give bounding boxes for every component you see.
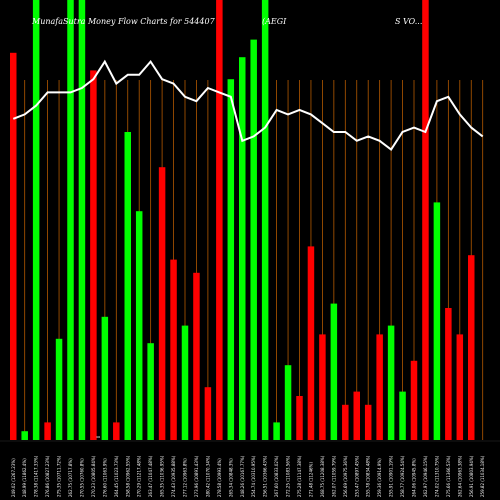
bar (307, 246, 315, 440)
bar (319, 334, 326, 440)
bar (193, 272, 200, 440)
x-tick-label: 262.75 (10717.8%) (68, 458, 73, 497)
x-tick-label: 278.38 (11417.33%) (34, 455, 39, 497)
x-tick-label: 262.07 (11059.79%) (331, 455, 336, 497)
bar (364, 404, 372, 440)
x-tick-label: 264.45 (11023.73%) (114, 455, 119, 497)
x-tick-label: 276.86 (10827.23%) (45, 455, 50, 497)
chart-title-main: MunafaSutra Money Flow Charts for 544407 (31, 17, 216, 26)
x-tick-label: 274.43 (10935.88%) (171, 455, 176, 497)
x-tick-label: 253.47 (10897.45%) (354, 455, 359, 497)
x-tick-label: 265.34 (10848.3%) (228, 458, 233, 497)
x-tick-label: 274.02 (11310.75%) (434, 455, 439, 497)
bar (387, 325, 395, 440)
bar (468, 255, 475, 440)
bar (21, 431, 28, 440)
bar (170, 259, 177, 440)
x-tick-label: 270.29 (11217.48%) (137, 455, 142, 497)
x-tick-label: 248.99 (11862.4%) (22, 458, 27, 497)
x-tick-label: 249.02 (1267.23%) (11, 458, 16, 497)
bar (261, 0, 269, 440)
bar (101, 316, 109, 440)
x-tick-label: 264.06 (10945.8%) (412, 458, 417, 497)
bar (32, 0, 40, 440)
x-tick-label: 255.78 (10834.48%) (366, 455, 371, 497)
x-tick-label: 280.42 (11070.34%) (205, 455, 210, 497)
bar (296, 396, 303, 440)
x-tick-label: 256.51 (10366.43%) (263, 455, 268, 497)
bar (376, 334, 383, 440)
x-tick-label: 255.91 (10901.19%) (389, 455, 394, 497)
bar (433, 202, 441, 440)
bar (342, 404, 349, 440)
x-tick-label: 254.74 (10310.95%) (251, 455, 256, 497)
bar (239, 57, 246, 440)
x-tick-label: 270.55 (10760.8%) (79, 458, 84, 497)
bar (158, 167, 166, 440)
bar (456, 334, 464, 440)
bar (78, 0, 86, 440)
bar (181, 325, 189, 440)
bar (227, 79, 235, 440)
bars (10, 0, 475, 441)
bar (113, 422, 120, 440)
x-tick-label: 248.26 (10167.77%) (240, 455, 245, 497)
x-tick-label: 276.60 (11063.9%) (102, 458, 107, 497)
bar (55, 338, 63, 440)
x-tick-label: 256.91 (10803.94%) (469, 455, 474, 497)
x-tick-label: 270.23 (10805.84%) (91, 455, 96, 497)
x-tick-label: 271.48 (11246%) (308, 462, 313, 497)
x-tick-label: 262.64 (10963.38%) (457, 455, 462, 497)
x-tick-label: 265.35 (11036.95%) (160, 455, 165, 497)
x-tick-label: 275.66 (11366.53%) (446, 455, 451, 497)
x-tick-label: 277.12 (10963.8%) (183, 458, 188, 497)
bar (67, 0, 74, 440)
bar (147, 343, 154, 440)
bar (90, 70, 97, 441)
x-tick-label: 259.82 (11034.18%) (480, 455, 485, 497)
chart-title-ticker: (AEGI (262, 17, 287, 26)
x-tick-label: 275.35 (10711.72%) (57, 455, 62, 497)
bar (10, 52, 17, 441)
x-tick-label: 278.58 (10993.4%) (217, 458, 222, 497)
bar (353, 391, 360, 440)
x-tick-label: 262.97 (10946.15%) (423, 455, 428, 497)
bar (410, 360, 418, 440)
x-tick-label: 273.96 (10891.43%) (194, 455, 199, 497)
money-flow-line (12, 59, 484, 152)
bar (135, 211, 143, 440)
bar (216, 0, 223, 440)
bar (44, 422, 51, 440)
x-axis-mark: 0 (96, 435, 101, 438)
x-tick-label: 267.60 (10833.02%) (274, 455, 279, 497)
x-tick-label: 272.25 (11083.56%) (286, 455, 291, 497)
x-tick-label: 268.75 (11208.38%) (320, 455, 325, 497)
bar (284, 365, 292, 440)
chart-title-suffix: S VO... (395, 17, 422, 26)
bar (445, 308, 452, 440)
bar (250, 39, 257, 440)
x-tick-label: 275.28 (11147.38%) (297, 455, 302, 497)
bar (273, 422, 280, 440)
bar (422, 0, 429, 440)
x-tick-label: 258.77 (10924.54%) (400, 455, 405, 497)
x-tick-label: 258.58 (10962.55%) (125, 455, 130, 497)
x-tick-labels: 249.02 (1267.23%) 248.99 (11862.4%) 278.38… (11, 455, 485, 497)
bar (204, 387, 212, 440)
bar (124, 132, 131, 440)
bar (330, 303, 338, 440)
x-tick-label: 256.69 (10975.36%) (343, 455, 348, 497)
bar (399, 391, 406, 440)
x-tick-label: 263.47 (11047.48%) (148, 455, 153, 497)
x-tick-label: 259.36 (10914.9%) (377, 458, 382, 497)
